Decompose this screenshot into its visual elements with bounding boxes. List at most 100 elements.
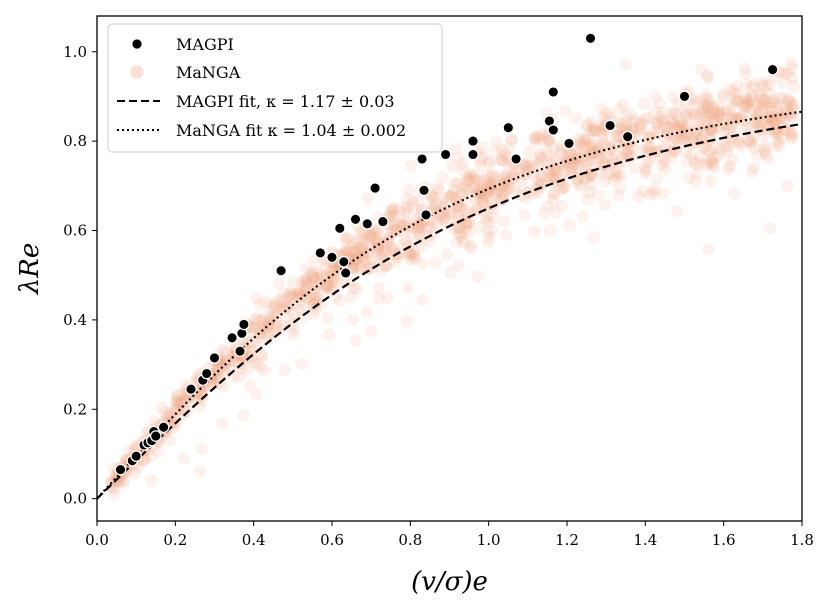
manga-point bbox=[613, 122, 626, 135]
manga-point bbox=[363, 240, 376, 254]
legend-box bbox=[107, 23, 443, 153]
manga-point bbox=[404, 253, 417, 266]
manga-point bbox=[307, 298, 320, 311]
manga-point bbox=[169, 404, 182, 417]
manga-point bbox=[709, 140, 722, 154]
manga-point bbox=[765, 110, 779, 123]
manga-point bbox=[473, 187, 486, 200]
manga-point bbox=[662, 120, 676, 133]
manga-point bbox=[451, 197, 464, 210]
manga-point bbox=[585, 154, 599, 167]
manga-point bbox=[338, 232, 351, 246]
manga-point bbox=[193, 465, 207, 478]
manga-point bbox=[626, 115, 639, 128]
manga-point bbox=[731, 95, 744, 109]
manga-point bbox=[321, 311, 334, 325]
manga-point bbox=[675, 117, 689, 130]
manga-point bbox=[519, 191, 532, 205]
manga-point bbox=[680, 154, 694, 168]
manga-point bbox=[169, 395, 183, 408]
manga-point bbox=[595, 132, 609, 145]
manga-point bbox=[785, 132, 798, 145]
manga-point bbox=[450, 199, 463, 212]
legend-marker-magpi bbox=[132, 39, 142, 49]
manga-point bbox=[547, 187, 560, 200]
manga-point bbox=[771, 135, 784, 148]
manga-point bbox=[620, 149, 634, 162]
manga-point bbox=[786, 96, 799, 110]
manga-point bbox=[695, 63, 708, 76]
manga-point bbox=[445, 206, 458, 219]
manga-point bbox=[759, 93, 773, 107]
manga-point bbox=[439, 211, 452, 224]
manga-point bbox=[342, 244, 356, 257]
manga-point bbox=[171, 390, 184, 404]
manga-point bbox=[738, 114, 751, 127]
manga-point bbox=[450, 142, 463, 155]
manga-point bbox=[548, 187, 561, 200]
magpi-point bbox=[333, 222, 346, 235]
manga-point bbox=[471, 203, 485, 216]
manga-point bbox=[405, 159, 418, 172]
manga-point bbox=[770, 127, 783, 140]
manga-point bbox=[349, 334, 363, 347]
magpi-point bbox=[337, 255, 350, 268]
manga-point bbox=[731, 80, 744, 93]
manga-point bbox=[757, 97, 770, 110]
manga-point bbox=[595, 124, 608, 138]
manga-point bbox=[434, 208, 447, 221]
manga-point bbox=[700, 115, 714, 129]
legend-label-manga: MaNGA bbox=[176, 63, 241, 82]
manga-point bbox=[778, 67, 791, 80]
manga-point bbox=[358, 228, 371, 242]
manga-point bbox=[592, 143, 605, 157]
manga-point bbox=[145, 474, 158, 487]
manga-point bbox=[748, 79, 761, 92]
manga-point bbox=[456, 157, 469, 170]
magpi-point bbox=[547, 124, 560, 136]
manga-point bbox=[730, 112, 743, 125]
magpi-point bbox=[418, 184, 430, 197]
manga-point bbox=[586, 138, 599, 151]
manga-point bbox=[476, 191, 489, 205]
manga-point bbox=[453, 227, 466, 240]
magpi-point bbox=[584, 32, 597, 45]
manga-point bbox=[298, 293, 312, 306]
manga-point bbox=[487, 176, 500, 190]
manga-point bbox=[704, 175, 717, 188]
manga-point bbox=[413, 221, 426, 235]
manga-point bbox=[772, 127, 785, 141]
manga-point bbox=[445, 159, 459, 172]
manga-point bbox=[518, 168, 531, 181]
x-axis-label-main: (v/σ)e bbox=[411, 567, 488, 597]
manga-point bbox=[742, 134, 755, 147]
manga-point bbox=[584, 178, 597, 191]
manga-point bbox=[371, 240, 384, 253]
manga-point bbox=[494, 153, 508, 167]
manga-point bbox=[580, 155, 593, 168]
manga-point bbox=[379, 244, 392, 257]
manga-point bbox=[453, 199, 466, 212]
manga-point bbox=[306, 270, 319, 283]
manga-point bbox=[353, 256, 366, 269]
manga-point bbox=[761, 97, 774, 110]
manga-point bbox=[348, 253, 361, 266]
manga-point bbox=[476, 194, 489, 208]
manga-point bbox=[267, 300, 280, 313]
manga-point bbox=[619, 117, 633, 130]
manga-point bbox=[253, 330, 267, 344]
manga-point bbox=[477, 142, 490, 155]
manga-point bbox=[564, 168, 578, 181]
manga-point bbox=[699, 109, 712, 123]
manga-point bbox=[477, 189, 490, 203]
manga-point bbox=[283, 312, 296, 325]
manga-point bbox=[773, 92, 786, 105]
manga-point bbox=[778, 122, 791, 136]
manga-point bbox=[287, 307, 300, 320]
manga-point bbox=[644, 188, 657, 202]
x-tick-label: 0.2 bbox=[163, 531, 187, 549]
magpi-point bbox=[369, 182, 381, 194]
manga-point bbox=[498, 148, 511, 162]
manga-point bbox=[243, 345, 257, 358]
manga-point bbox=[431, 181, 445, 194]
